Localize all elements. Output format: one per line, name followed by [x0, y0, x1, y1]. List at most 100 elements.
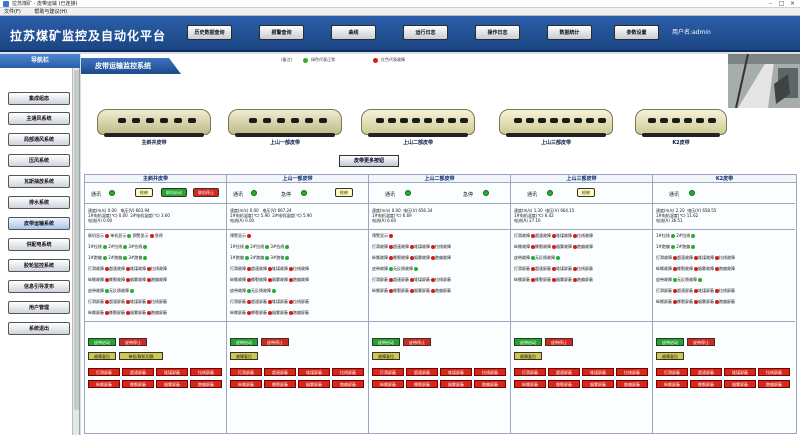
shield-button[interactable]: 纵撕屏蔽 — [372, 380, 404, 388]
nav-oplog-button[interactable]: 操作日志 — [475, 25, 520, 40]
start-button[interactable]: 联机启动 — [161, 188, 187, 197]
shield-button[interactable]: 纵撕屏蔽 — [656, 380, 688, 388]
shield-button[interactable]: 打滑屏蔽 — [230, 368, 262, 376]
nav-runlog-button[interactable]: 运行日志 — [403, 25, 448, 40]
shield-button[interactable]: 打滑屏蔽 — [88, 368, 120, 376]
shield-button[interactable]: 跑偏屏蔽 — [616, 380, 648, 388]
nav-curve-button[interactable]: 曲线 — [331, 25, 376, 40]
shield-button[interactable]: 拉线屏蔽 — [332, 368, 364, 376]
shield-button[interactable]: 拉线屏蔽 — [190, 368, 222, 376]
belt-start-button[interactable]: 皮带启动 — [656, 338, 684, 346]
shield-button[interactable]: 超速屏蔽 — [264, 368, 296, 376]
shield-button[interactable]: 堆煤屏蔽 — [582, 368, 614, 376]
sidebar-item-exit[interactable]: 系统退出 — [8, 322, 70, 335]
fault-reset-button[interactable]: 故障复位 — [656, 352, 684, 360]
belt-stop-button[interactable]: 皮带停止 — [261, 338, 289, 346]
status-fault-icon — [105, 267, 109, 271]
minimize-icon[interactable]: – — [769, 0, 772, 7]
shield-button[interactable]: 撕裂屏蔽 — [548, 380, 580, 388]
fault-reset-button[interactable]: 故障复位 — [514, 352, 542, 360]
shield-button[interactable]: 打滑屏蔽 — [514, 368, 546, 376]
maintenance-button[interactable]: 检修 — [335, 188, 353, 197]
belt-stop-button[interactable]: 皮带停止 — [403, 338, 431, 346]
shield-button[interactable]: 撕裂屏蔽 — [690, 380, 722, 388]
shield-button[interactable]: 跑偏屏蔽 — [474, 380, 506, 388]
shield-button[interactable]: 跑偏屏蔽 — [332, 380, 364, 388]
belt-stop-button[interactable]: 皮带停止 — [687, 338, 715, 346]
status-ok-icon — [265, 256, 270, 260]
belt-illustration-2[interactable] — [228, 109, 342, 137]
sidebar-item-main-ventilation[interactable]: 主通风系统 — [8, 112, 70, 125]
fault-reset-button[interactable]: 故障复位 — [372, 352, 400, 360]
shield-button[interactable]: 堆煤屏蔽 — [724, 368, 756, 376]
nav-stats-button[interactable]: 数据统计 — [547, 25, 592, 40]
maximize-icon[interactable]: □ — [778, 0, 785, 7]
belt-illustration-3[interactable] — [361, 109, 475, 137]
shield-button[interactable]: 堆煤屏蔽 — [440, 368, 472, 376]
status-fault-icon — [289, 311, 293, 315]
belt-illustration-1[interactable] — [97, 109, 211, 137]
shield-button[interactable]: 烟雾屏蔽 — [156, 380, 188, 388]
stop-button[interactable]: 联机停止 — [193, 188, 219, 197]
sidebar-item-belt[interactable]: 皮带运输系统 — [8, 217, 70, 230]
shield-button[interactable]: 超速屏蔽 — [122, 368, 154, 376]
belt-start-button[interactable]: 皮带启动 — [230, 338, 258, 346]
shield-button[interactable]: 纵撕屏蔽 — [514, 380, 546, 388]
sidebar-item-power[interactable]: 供配电系统 — [8, 238, 70, 251]
belt-illustration-4[interactable] — [499, 109, 613, 137]
fault-reset-button[interactable]: 故障复位 — [230, 352, 258, 360]
close-icon[interactable]: × — [789, 0, 796, 7]
shield-button[interactable]: 撕裂屏蔽 — [264, 380, 296, 388]
belt-start-button[interactable]: 皮带启动 — [372, 338, 400, 346]
sidebar-item-gas-drainage[interactable]: 瓦斯抽放系统 — [8, 175, 70, 188]
scrollbar-thumb[interactable] — [74, 70, 79, 410]
shield-button[interactable]: 跑偏屏蔽 — [758, 380, 790, 388]
maintenance-button[interactable]: 检修 — [577, 188, 595, 197]
shield-button[interactable]: 烟雾屏蔽 — [440, 380, 472, 388]
fault-row: 纵撕屏蔽 撕裂屏蔽 烟雾屏蔽 跑偏屏蔽 — [372, 288, 451, 293]
shield-button[interactable]: 打滑屏蔽 — [372, 368, 404, 376]
sidebar-item-rubber-tire[interactable]: 胶轮监控系统 — [8, 259, 70, 272]
status-ok-icon — [265, 245, 270, 249]
shield-button[interactable]: 纵撕屏蔽 — [230, 380, 262, 388]
sidebar-item-compressed-air[interactable]: 压风系统 — [8, 154, 70, 167]
sidebar-item-info-publish[interactable]: 信息引导发布 — [8, 280, 70, 293]
shield-button[interactable]: 烟雾屏蔽 — [582, 380, 614, 388]
shield-button[interactable]: 拉线屏蔽 — [474, 368, 506, 376]
shield-button[interactable]: 超速屏蔽 — [406, 368, 438, 376]
status-ok-icon — [691, 245, 696, 249]
belt-start-button[interactable]: 皮带启动 — [514, 338, 542, 346]
sidebar-item-local-ventilation[interactable]: 局部通风系统 — [8, 133, 70, 146]
shield-button[interactable]: 打滑屏蔽 — [656, 368, 688, 376]
belt-start-button[interactable]: 皮带启动 — [88, 338, 116, 346]
menu-file[interactable]: 文件(F) — [4, 9, 21, 15]
mode-switch-button[interactable]: 单机/联机切换 — [119, 352, 163, 360]
nav-history-button[interactable]: 历史数据查询 — [187, 25, 232, 40]
shield-button[interactable]: 拉线屏蔽 — [758, 368, 790, 376]
shield-button[interactable]: 堆煤屏蔽 — [156, 368, 188, 376]
shield-button[interactable]: 烟雾屏蔽 — [298, 380, 330, 388]
belt-stop-button[interactable]: 皮带停止 — [545, 338, 573, 346]
nav-params-button[interactable]: 参数设置 — [614, 25, 659, 40]
shield-button[interactable]: 超速屏蔽 — [690, 368, 722, 376]
fault-reset-button[interactable]: 故障复位 — [88, 352, 116, 360]
fault-row: 纵撕屏蔽 撕裂屏蔽 烟雾屏蔽 跑偏屏蔽 — [514, 277, 593, 282]
shield-button[interactable]: 超速屏蔽 — [548, 368, 580, 376]
belt-illustration-5[interactable] — [635, 109, 727, 137]
sidebar-item-integration[interactable]: 集成组态 — [8, 92, 70, 105]
shield-button[interactable]: 撕裂屏蔽 — [122, 380, 154, 388]
shield-button[interactable]: 纵撕屏蔽 — [88, 380, 120, 388]
maintenance-button[interactable]: 检修 — [135, 188, 153, 197]
shield-button[interactable]: 堆煤屏蔽 — [298, 368, 330, 376]
shield-button[interactable]: 跑偏屏蔽 — [190, 380, 222, 388]
nav-alarm-button[interactable]: 报警查询 — [259, 25, 304, 40]
belt-stop-button[interactable]: 皮带停止 — [119, 338, 147, 346]
shield-button[interactable]: 拉线屏蔽 — [616, 368, 648, 376]
shield-button[interactable]: 烟雾屏蔽 — [724, 380, 756, 388]
sidebar-item-users[interactable]: 用户管理 — [8, 301, 70, 314]
menu-help[interactable]: 帮助与建议(H) — [34, 9, 68, 15]
more-belt-buttons[interactable]: 皮带更多按钮 — [339, 155, 399, 167]
sidebar-scrollbar[interactable] — [72, 68, 79, 435]
sidebar-item-drainage[interactable]: 排水系统 — [8, 196, 70, 209]
shield-button[interactable]: 撕裂屏蔽 — [406, 380, 438, 388]
